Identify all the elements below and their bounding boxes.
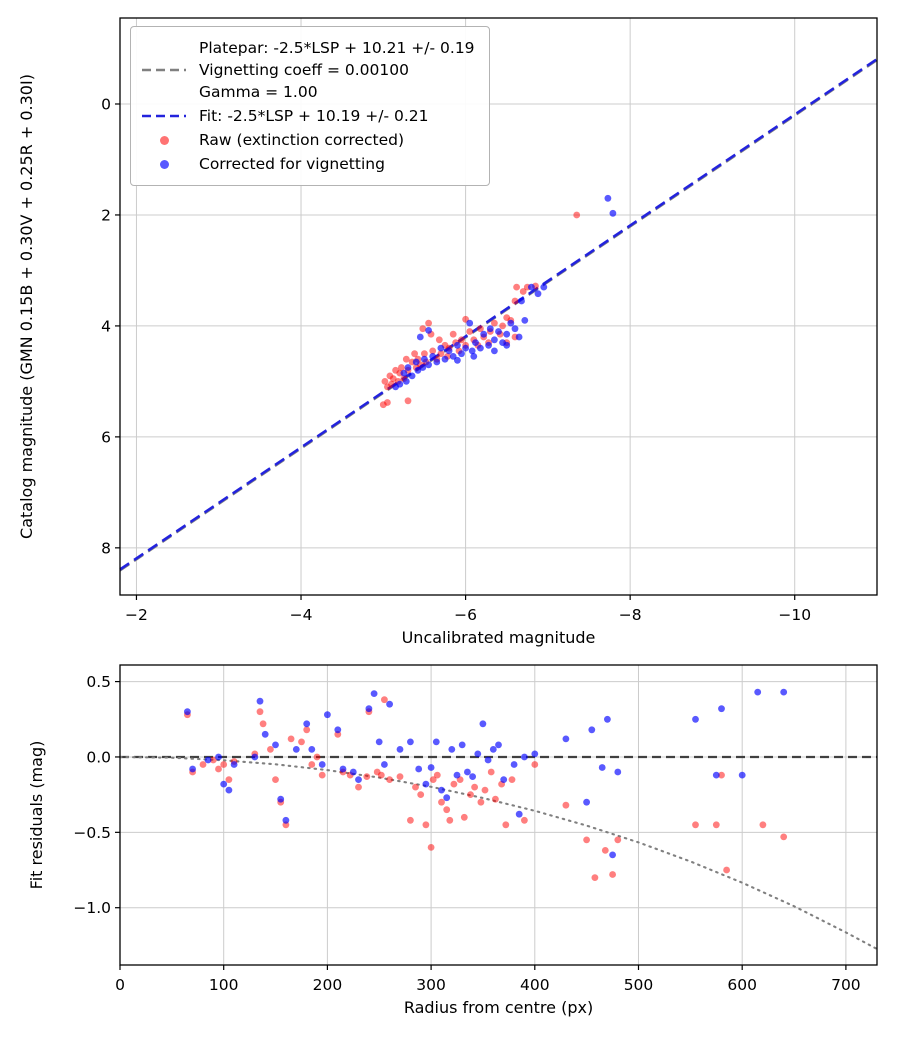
svg-text:0: 0 — [115, 976, 125, 994]
x-axis-label: Radius from centre (px) — [404, 998, 593, 1017]
platepar-dashed-line-sample — [141, 67, 187, 73]
svg-text:100: 100 — [209, 976, 239, 994]
legend-label-raw: Raw (extinction corrected) — [199, 131, 405, 149]
svg-text:0.5: 0.5 — [86, 673, 111, 691]
scatter-series-1 — [184, 688, 788, 859]
legend-entry-raw: Raw (extinction corrected) — [141, 129, 475, 151]
svg-text:2: 2 — [101, 206, 111, 224]
svg-text:400: 400 — [520, 976, 550, 994]
svg-text:500: 500 — [624, 976, 654, 994]
svg-text:0: 0 — [101, 95, 111, 113]
legend-entry-platepar: Platepar: -2.5*LSP + 10.21 +/- 0.19 Vign… — [141, 37, 475, 103]
svg-text:700: 700 — [831, 976, 861, 994]
y-axis-label: Fit residuals (mag) — [27, 741, 46, 890]
svg-text:0.0: 0.0 — [86, 748, 111, 766]
vignetting-model-curve — [118, 755, 879, 951]
legend-entry-fit: Fit: -2.5*LSP + 10.19 +/- 0.21 — [141, 105, 475, 127]
tick-labels: −2 −4 −6 −8 −10 0 2 4 6 8 — [101, 95, 811, 624]
svg-text:6: 6 — [101, 428, 111, 446]
scatter-series-0 — [379, 211, 581, 409]
legend: Platepar: -2.5*LSP + 10.21 +/- 0.19 Vign… — [130, 26, 490, 186]
svg-text:300: 300 — [416, 976, 446, 994]
scatter-series-1 — [392, 194, 617, 391]
fit-dashed-line-sample — [141, 113, 187, 119]
svg-text:200: 200 — [313, 976, 343, 994]
axes-frame — [119, 664, 878, 966]
svg-text:−0.5: −0.5 — [73, 824, 111, 842]
y-axis-label: Catalog magnitude (GMN 0.15B + 0.30V + 0… — [17, 74, 36, 539]
svg-text:600: 600 — [727, 976, 757, 994]
legend-label-fit: Fit: -2.5*LSP + 10.19 +/- 0.21 — [199, 107, 429, 125]
svg-text:−4: −4 — [290, 606, 313, 624]
raw-marker-sample — [141, 135, 187, 145]
x-axis-label: Uncalibrated magnitude — [402, 628, 596, 647]
legend-entry-vignetting: Corrected for vignetting — [141, 153, 475, 175]
vignetting-marker-sample — [141, 159, 187, 169]
tick-labels: 0 100 200 300 400 500 600 700 0.5 0.0 −0.5 −1.0 — [73, 673, 860, 994]
svg-text:−8: −8 — [619, 606, 642, 624]
residuals-chart: 0 100 200 300 400 500 600 700 0.5 0.0 −0.5 −1.0 Radi… — [27, 664, 879, 1017]
axes-frame — [119, 17, 878, 596]
svg-text:−2: −2 — [125, 606, 148, 624]
scatter-series-0 — [184, 696, 788, 881]
legend-label-vignetting: Corrected for vignetting — [199, 155, 385, 173]
svg-text:4: 4 — [101, 317, 111, 335]
svg-text:−6: −6 — [454, 606, 477, 624]
svg-text:−1.0: −1.0 — [73, 899, 111, 917]
svg-text:8: 8 — [101, 539, 111, 557]
grid-lines — [119, 665, 877, 965]
legend-label-platepar: Platepar: -2.5*LSP + 10.21 +/- 0.19 Vign… — [199, 39, 475, 101]
svg-text:−10: −10 — [778, 606, 811, 624]
